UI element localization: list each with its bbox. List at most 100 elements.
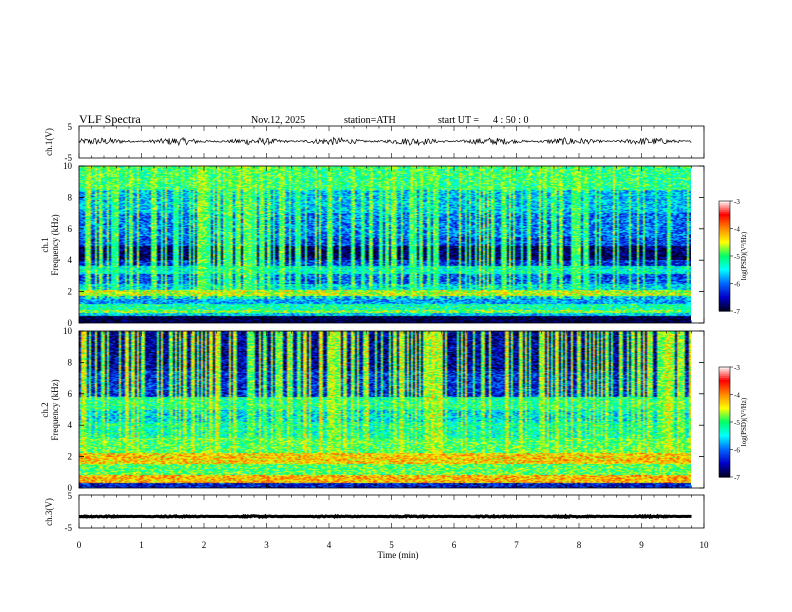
ch3-ytick-bottom: -5	[65, 523, 73, 533]
ch1-spectrogram-ytick-label: 6	[68, 224, 73, 234]
ch2-colorbar-cell	[719, 431, 730, 434]
ch1-spectrogram-ytick-label: 0	[68, 318, 73, 328]
ch2-colorbar-cell	[719, 440, 730, 443]
ch1-colorbar-cell	[719, 239, 730, 242]
ch1-colorbar-tick-label: -7	[734, 308, 740, 316]
ch2-spectrogram-ytick-label: 4	[68, 420, 73, 430]
ch1-ylabel: ch.1(V)	[44, 128, 54, 156]
ch1-colorbar-cell	[719, 267, 730, 270]
ch1-colorbar-cell	[719, 292, 730, 296]
ch2-colorbar-cell	[719, 420, 730, 423]
ch1-colorbar-cell	[719, 276, 730, 279]
ch2-colorbar-cell	[719, 423, 730, 427]
ch1-colorbar-tick-label: -5	[734, 253, 740, 261]
ch2-colorbar-cell	[719, 405, 730, 408]
ch2-colorbar-cell	[719, 436, 730, 440]
ch1-colorbar-cell	[719, 289, 730, 292]
ch1-colorbar-cell	[719, 232, 730, 235]
ch1-colorbar-cell	[719, 300, 730, 303]
ch2-colorbar-cell	[719, 396, 730, 399]
ch2-spectrogram-ytick-label: 8	[68, 357, 73, 367]
time-tick-label: 5	[389, 540, 394, 550]
ch2-colorbar-cell	[719, 401, 730, 405]
ch1-spectrogram-ylabel-channel: ch.1	[40, 237, 50, 252]
time-tick-label: 8	[577, 540, 582, 550]
ch1-colorbar-cell	[719, 261, 730, 264]
ch1-colorbar-cell	[719, 301, 730, 305]
ch1-waveform-panel: 5 -5 ch.1(V)	[44, 122, 705, 163]
ch2-spectrogram-ytick-label: 0	[68, 483, 73, 493]
ch1-colorbar-cell	[719, 256, 730, 259]
ch2-colorbar-cell	[719, 389, 730, 392]
ch1-ytick-top: 5	[68, 122, 73, 132]
ch1-colorbar-cell	[719, 202, 730, 206]
ch2-colorbar-cell	[719, 422, 730, 425]
ch1-spectrogram-ytick-label: 8	[68, 192, 73, 202]
ch2-colorbar-cell	[719, 392, 730, 396]
time-axis: 0 1 2 3 4 5 6 7 8 9 10	[77, 126, 709, 550]
ch1-colorbar-cell	[719, 230, 730, 233]
ch2-colorbar-cell	[719, 411, 730, 414]
date-label: Nov.12, 2025	[251, 115, 305, 126]
ch1-colorbar-cell	[719, 245, 730, 248]
ch2-colorbar-cell	[719, 438, 730, 441]
time-tick-label: 6	[452, 540, 457, 550]
ch2-colorbar-cell	[719, 433, 730, 436]
ch2-colorbar-cell	[719, 372, 730, 375]
ch1-colorbar-cell	[719, 224, 730, 228]
ch2-colorbar-cell	[719, 429, 730, 432]
ch1-colorbar-cell	[719, 254, 730, 257]
ch1-colorbar-cell	[719, 250, 730, 253]
ch2-colorbar-cell	[719, 394, 730, 397]
time-tick-label: 0	[77, 540, 82, 550]
ch2-colorbar-cell	[719, 374, 730, 377]
ch2-spectrogram-panel: 0 2 4 6 8 10 ch.2 Frequency (kHz) -3 -4 -5 -6 -7 l…	[40, 326, 748, 493]
ch2-colorbar-cell	[719, 409, 730, 412]
ch2-colorbar-tick-label: -4	[734, 392, 740, 400]
ch2-colorbar-cell	[719, 449, 730, 452]
time-axis-label: Time (min)	[378, 550, 419, 560]
ch1-colorbar-cell	[719, 287, 730, 290]
ch1-colorbar-cell	[719, 307, 730, 310]
time-tick-label: 7	[514, 540, 519, 550]
ch2-colorbar-tick-label: -3	[734, 364, 740, 372]
ch1-colorbar-cell	[719, 248, 730, 252]
ch1-colorbar-cell	[719, 303, 730, 307]
ch1-colorbar-cell	[719, 246, 730, 250]
ch1-colorbar-cell	[719, 208, 730, 211]
ch3-ytick-top: 5	[68, 491, 73, 501]
ch2-colorbar-cell	[719, 462, 730, 465]
ch1-colorbar-cell	[719, 213, 730, 217]
ch1-waveform-line	[78, 136, 692, 147]
ch1-colorbar-cell	[719, 215, 730, 219]
ch1-colorbar-cell	[719, 309, 730, 312]
ch2-colorbar-cell	[719, 475, 730, 478]
ch2-colorbar-cell	[719, 469, 730, 473]
ch1-colorbar-cell	[719, 290, 730, 294]
ch1-colorbar-cell	[719, 237, 730, 241]
ch1-colorbar-label: log(PSD)(V²/Hz)	[740, 231, 748, 280]
ch1-colorbar-cell	[719, 217, 730, 220]
ch1-colorbar-cell	[719, 243, 730, 246]
ch1-colorbar-cell	[719, 206, 730, 209]
ch2-colorbar-cell	[719, 378, 730, 381]
ch2-colorbar-cell	[719, 442, 730, 445]
ch2-colorbar-cell	[719, 416, 730, 419]
ch1-colorbar-cell	[719, 285, 730, 288]
ch2-colorbar-cell	[719, 367, 730, 370]
ch1-colorbar-cell	[719, 223, 730, 226]
ch2-colorbar-tick-label: -6	[734, 447, 740, 455]
ch2-colorbar-tick-label: -7	[734, 474, 740, 482]
ch1-colorbar-cell	[719, 210, 730, 213]
ch1-spectrogram-panel: 0 2 4 6 8 10 ch.1 Frequency (kHz) -3 -4 -5 -6 -7 l…	[40, 161, 748, 328]
time-tick-label: 1	[139, 540, 144, 550]
ch1-ytick-bottom: -5	[65, 153, 73, 163]
ch2-colorbar-cell	[719, 390, 730, 394]
ch2-colorbar-cell	[719, 385, 730, 388]
ch1-colorbar-cell	[719, 294, 730, 297]
ch2-colorbar-tick-label: -5	[734, 419, 740, 427]
ch2-colorbar-cell	[719, 464, 730, 467]
ch2-colorbar-cell	[719, 418, 730, 421]
ch1-colorbar-cell	[719, 265, 730, 268]
ch2-colorbar-cell	[719, 370, 730, 374]
